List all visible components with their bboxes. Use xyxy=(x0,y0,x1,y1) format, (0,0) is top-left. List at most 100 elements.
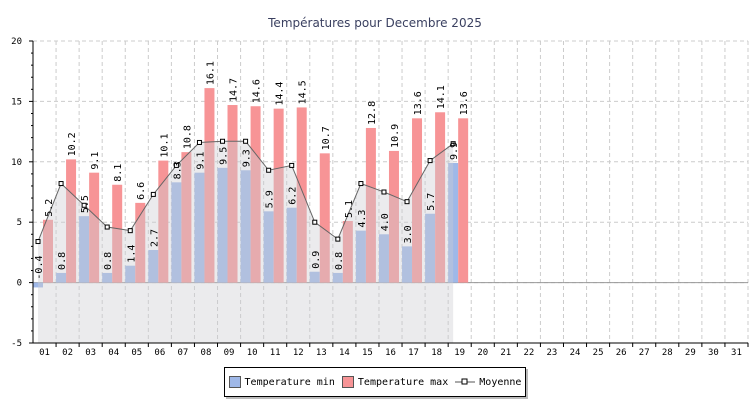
label-min: 3.0 xyxy=(403,225,414,243)
label-max: 8.1 xyxy=(113,164,124,182)
bar-max xyxy=(66,159,77,283)
label-min: 0.8 xyxy=(103,252,114,270)
label-max: 14.6 xyxy=(252,79,263,103)
bar-min xyxy=(79,216,90,283)
bar-min xyxy=(102,272,113,283)
label-max: 10.8 xyxy=(182,125,193,149)
bar-max xyxy=(412,118,423,283)
moyenne-point xyxy=(220,138,226,144)
label-min: 0.8 xyxy=(57,252,68,270)
label-min: 9.3 xyxy=(242,149,253,167)
label-min: 4.3 xyxy=(357,210,368,228)
bar-min xyxy=(286,207,297,283)
y-tick-label: 20 xyxy=(11,37,22,47)
y-tick-label: -5 xyxy=(11,339,22,349)
moyenne-point xyxy=(173,162,179,168)
moyenne-point xyxy=(104,224,110,230)
moyenne-point xyxy=(358,181,364,187)
x-tick-label: 01 xyxy=(39,348,50,358)
label-min: 9.5 xyxy=(219,147,230,165)
label-min: 1.4 xyxy=(126,245,137,263)
bar-max xyxy=(43,219,53,283)
legend-label: Moyenne xyxy=(479,376,522,388)
label-max: 13.6 xyxy=(413,91,424,115)
label-min: 5.9 xyxy=(265,190,276,208)
x-tick-label: 02 xyxy=(62,348,73,358)
bar-max xyxy=(204,88,215,283)
x-tick-label: 16 xyxy=(385,348,396,358)
x-tick-label: 10 xyxy=(247,348,258,358)
bar-max xyxy=(458,118,469,283)
label-min: 9.9 xyxy=(449,142,460,160)
bar-max xyxy=(342,220,353,283)
x-tick-label: 05 xyxy=(131,348,142,358)
moyenne-point xyxy=(35,239,41,245)
y-tick-label: 10 xyxy=(11,158,22,168)
x-tick-label: 04 xyxy=(108,348,119,358)
bar-min xyxy=(355,230,366,283)
moyenne-point xyxy=(150,191,156,197)
moyenne-point xyxy=(381,189,387,195)
label-max: 5.1 xyxy=(344,200,355,218)
label-max: 12.8 xyxy=(367,101,378,125)
label-max: 14.4 xyxy=(275,82,286,106)
x-tick-label: 12 xyxy=(293,348,304,358)
bar-max xyxy=(388,150,399,283)
moyenne-point xyxy=(127,228,133,234)
label-max: 10.7 xyxy=(321,126,332,150)
bar-min xyxy=(33,282,43,288)
label-max: 14.1 xyxy=(436,85,447,109)
label-max: 14.7 xyxy=(229,78,240,102)
label-max: 10.1 xyxy=(159,133,170,157)
label-min: 4.0 xyxy=(380,213,391,231)
x-tick-label: 03 xyxy=(85,348,96,358)
label-min: -0.4 xyxy=(34,256,45,280)
label-min: 9.1 xyxy=(195,152,206,170)
label-min: 2.7 xyxy=(149,229,160,247)
moyenne-area xyxy=(38,141,454,343)
label-min: 0.8 xyxy=(334,252,345,270)
legend-item-min: Temperature min xyxy=(228,376,335,388)
x-tick-label: 25 xyxy=(593,348,604,358)
moyenne-point xyxy=(450,141,456,147)
label-max: 13.6 xyxy=(459,91,470,115)
label-min: 0.9 xyxy=(311,251,322,269)
x-tick-label: 15 xyxy=(362,348,373,358)
bar-max xyxy=(158,160,169,283)
x-tick-label: 11 xyxy=(270,348,281,358)
moyenne-point xyxy=(243,138,249,144)
label-max: 10.9 xyxy=(390,124,401,148)
bar-max xyxy=(181,152,192,283)
bar-min xyxy=(240,170,251,283)
bar-min xyxy=(448,163,459,283)
legend-swatch-max xyxy=(341,376,354,388)
bar-max xyxy=(89,172,100,283)
x-tick-label: 26 xyxy=(616,348,627,358)
x-tick-label: 22 xyxy=(523,348,534,358)
x-tick-label: 30 xyxy=(708,348,719,358)
legend-swatch-min xyxy=(228,376,241,388)
bar-min xyxy=(425,213,436,283)
bar-max xyxy=(435,112,446,283)
legend: Temperature min Temperature max Moyenne xyxy=(224,367,526,397)
legend-label: Temperature max xyxy=(357,376,449,388)
label-min: 6.2 xyxy=(288,187,299,205)
bar-min xyxy=(148,249,159,283)
bar-min xyxy=(263,211,274,283)
x-tick-label: 06 xyxy=(154,348,165,358)
moyenne-point xyxy=(58,181,64,187)
x-tick-label: 19 xyxy=(454,348,465,358)
label-min: 5.7 xyxy=(426,193,437,211)
moyenne-point xyxy=(312,219,318,225)
bar-max xyxy=(296,107,307,283)
x-tick-label: 08 xyxy=(201,348,212,358)
moyenne-point xyxy=(289,162,295,168)
bar-min xyxy=(171,182,182,283)
bar-min xyxy=(125,265,136,283)
label-max: 10.2 xyxy=(67,132,78,156)
label-max: 6.6 xyxy=(136,182,147,200)
legend-label: Temperature min xyxy=(244,376,335,388)
bar-max xyxy=(250,106,261,283)
moyenne-point xyxy=(427,158,433,164)
